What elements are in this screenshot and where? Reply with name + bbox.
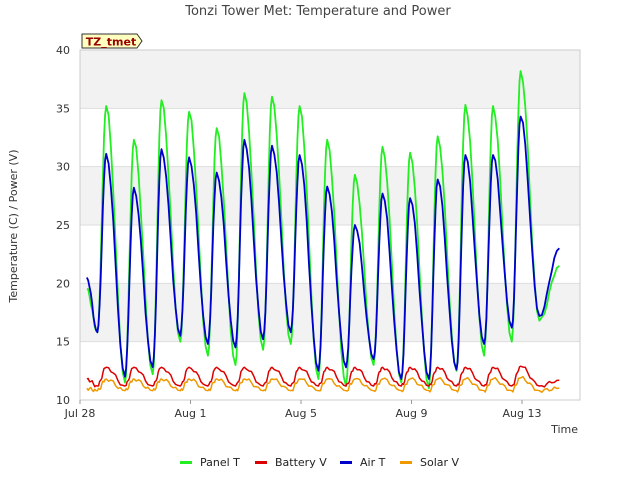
legend-label: Panel T: [200, 455, 240, 469]
legend-swatch: [400, 460, 412, 464]
legend-item-battery-v: Battery V: [255, 452, 327, 472]
legend-swatch: [180, 460, 192, 464]
plot-frame: [79, 49, 581, 401]
series-line-solar-v: [86, 375, 560, 393]
legend: Panel T Battery V Air T Solar V: [0, 452, 640, 472]
x-tick-label: Aug 13: [502, 407, 541, 420]
band-35: [80, 50, 580, 109]
legend-item-panel-t: Panel T: [180, 452, 240, 472]
y-tick-label: 30: [56, 161, 70, 174]
legend-item-solar-v: Solar V: [400, 452, 459, 472]
y-tick-label: 25: [56, 219, 70, 232]
y-tick-label: 15: [56, 336, 70, 349]
band-15: [80, 283, 580, 342]
x-tick-label: Aug 1: [175, 407, 207, 420]
y-tick-label: 40: [56, 44, 70, 57]
y-axis-label: Temperature (C) / Power (V): [7, 149, 20, 303]
band-10: [80, 341, 580, 400]
series-lines: [86, 70, 560, 393]
x-tick-label: Aug 5: [285, 407, 317, 420]
annotation-box-shape: [81, 33, 143, 49]
x-tick-label: Aug 9: [395, 407, 427, 420]
legend-swatch: [340, 460, 352, 464]
legend-item-air-t: Air T: [340, 452, 385, 472]
x-axis-label: Time: [550, 423, 578, 436]
y-axis: 10 15 20 25 30 35 40: [56, 44, 70, 407]
legend-swatch: [255, 460, 267, 464]
series-line-battery-v: [86, 365, 560, 388]
series-line-panel-t: [86, 70, 560, 390]
annotation-label: TZ_tmet: [86, 36, 136, 49]
legend-label: Battery V: [275, 455, 327, 469]
legend-label: Solar V: [420, 455, 460, 469]
series-line-air-t: [86, 115, 560, 380]
x-axis: Jul 28 Aug 1 Aug 5 Aug 9 Aug 13: [64, 400, 541, 420]
x-tick-label: Jul 28: [64, 407, 96, 420]
annotation-box: TZ_tmet: [81, 33, 143, 49]
y-tick-label: 20: [56, 277, 70, 290]
y-tick-label: 35: [56, 102, 70, 115]
chart-title: Tonzi Tower Met: Temperature and Power: [184, 4, 451, 19]
band-20: [80, 225, 580, 284]
y-tick-label: 10: [56, 394, 70, 407]
legend-label: Air T: [360, 455, 386, 469]
